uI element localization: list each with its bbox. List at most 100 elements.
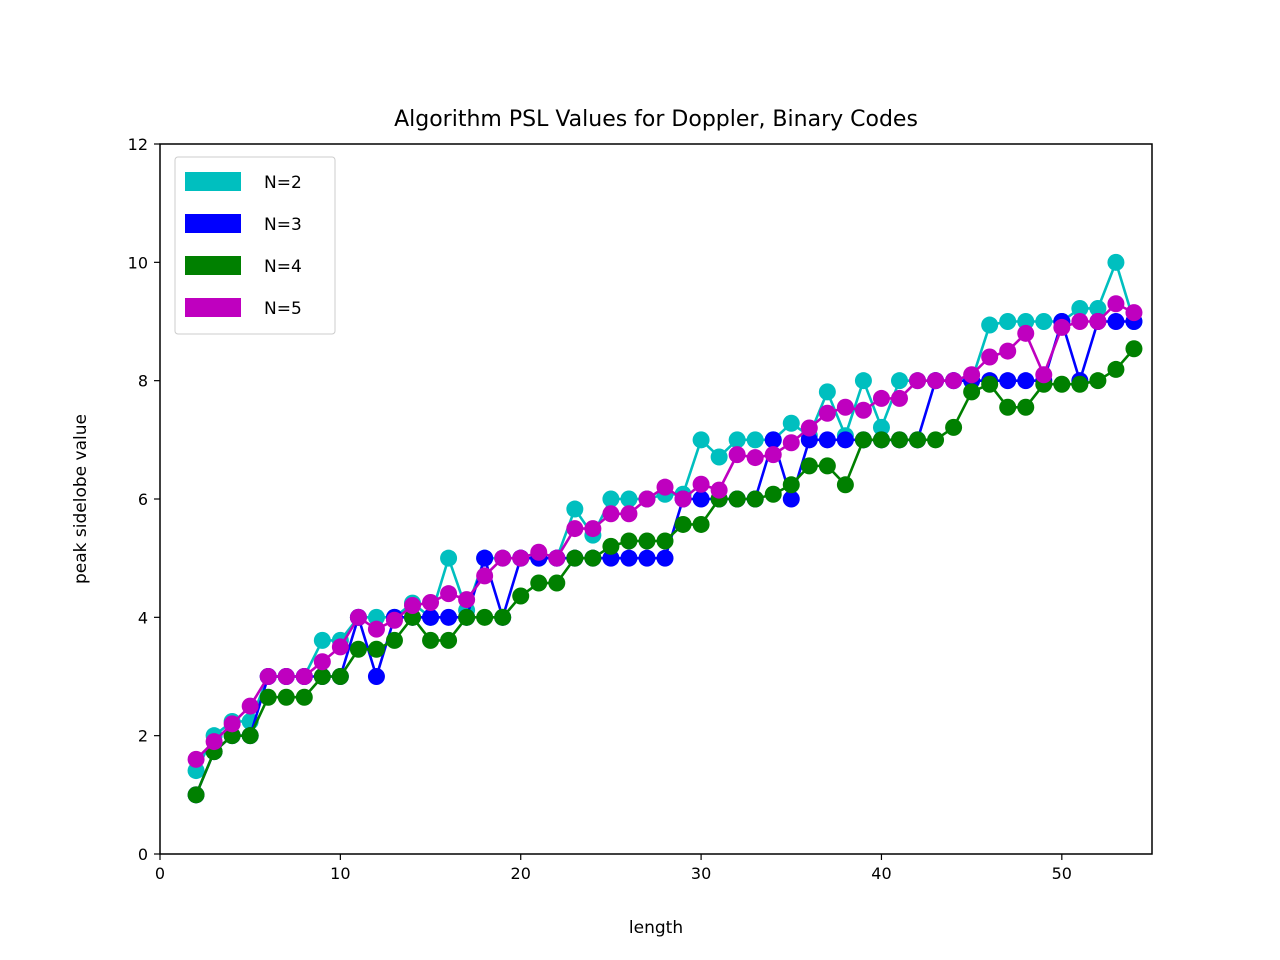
y-axis-label: peak sidelobe value bbox=[71, 414, 91, 584]
data-point-n-4 bbox=[584, 549, 602, 567]
data-point-n-4 bbox=[566, 549, 584, 567]
data-point-n-5 bbox=[440, 585, 458, 603]
data-point-n-4 bbox=[1089, 372, 1107, 390]
y-axis: 0 2 4 6 8 10 12 bbox=[128, 135, 160, 864]
data-point-n-4 bbox=[854, 431, 872, 449]
x-axis: 0 10 20 30 40 50 bbox=[155, 854, 1072, 883]
data-point-n-5 bbox=[205, 733, 223, 751]
data-point-n-5 bbox=[494, 549, 512, 567]
data-point-n-5 bbox=[963, 366, 981, 384]
data-point-n-4 bbox=[872, 431, 890, 449]
series-n-5 bbox=[187, 295, 1143, 768]
data-point-n-5 bbox=[584, 520, 602, 538]
data-point-n-5 bbox=[728, 446, 746, 464]
data-point-n-4 bbox=[1017, 398, 1035, 416]
data-point-n-4 bbox=[818, 457, 836, 475]
x-tick-label: 10 bbox=[330, 864, 350, 883]
data-point-n-4 bbox=[620, 532, 638, 550]
x-axis-label: length bbox=[629, 918, 683, 938]
data-point-n-5 bbox=[890, 389, 908, 407]
data-point-n-2 bbox=[1071, 299, 1089, 317]
data-point-n-4 bbox=[476, 608, 494, 626]
data-point-n-4 bbox=[494, 608, 512, 626]
data-point-n-4 bbox=[674, 515, 692, 533]
data-point-n-5 bbox=[295, 668, 313, 685]
data-point-n-3 bbox=[764, 431, 782, 449]
data-point-n-5 bbox=[548, 549, 566, 567]
data-point-n-5 bbox=[512, 549, 530, 567]
data-point-n-2 bbox=[890, 372, 908, 390]
data-point-n-5 bbox=[945, 372, 963, 390]
data-point-n-3 bbox=[818, 431, 836, 449]
legend-label: N=4 bbox=[264, 257, 302, 277]
data-point-n-5 bbox=[692, 475, 710, 493]
data-point-n-5 bbox=[674, 490, 692, 508]
data-point-n-5 bbox=[476, 567, 494, 585]
data-point-n-4 bbox=[331, 668, 349, 685]
data-point-n-3 bbox=[638, 549, 656, 567]
data-point-n-5 bbox=[530, 543, 548, 561]
data-point-n-3 bbox=[367, 668, 385, 685]
legend: N=2 N=3 N=4 N=5 bbox=[174, 156, 336, 335]
data-point-n-2 bbox=[1035, 313, 1053, 330]
data-point-n-5 bbox=[1107, 295, 1125, 313]
chart-title: Algorithm PSL Values for Doppler, Binary… bbox=[394, 107, 918, 132]
data-point-n-4 bbox=[512, 587, 530, 605]
data-point-n-4 bbox=[440, 631, 458, 649]
data-point-n-5 bbox=[620, 505, 638, 523]
x-tick-label: 50 bbox=[1052, 864, 1072, 883]
data-point-n-4 bbox=[1125, 340, 1143, 358]
data-point-n-4 bbox=[1071, 375, 1089, 393]
data-point-n-5 bbox=[656, 478, 674, 496]
data-point-n-4 bbox=[404, 608, 422, 626]
data-point-n-5 bbox=[1053, 318, 1071, 336]
data-point-n-4 bbox=[638, 532, 656, 550]
data-point-n-2 bbox=[1017, 313, 1035, 330]
plot-series bbox=[187, 253, 1143, 804]
data-point-n-4 bbox=[890, 431, 908, 449]
data-point-n-5 bbox=[566, 520, 584, 538]
legend-item-n-5: N=5 bbox=[185, 298, 302, 319]
data-point-n-4 bbox=[1107, 360, 1125, 378]
data-point-n-5 bbox=[638, 490, 656, 508]
data-point-n-5 bbox=[854, 401, 872, 419]
data-point-n-5 bbox=[782, 434, 800, 452]
data-point-n-5 bbox=[1071, 313, 1089, 330]
data-point-n-5 bbox=[981, 348, 999, 366]
data-point-n-4 bbox=[530, 574, 548, 592]
y-tick-label: 6 bbox=[138, 490, 148, 509]
data-point-n-4 bbox=[800, 457, 818, 475]
data-point-n-2 bbox=[620, 490, 638, 508]
data-point-n-5 bbox=[458, 591, 476, 609]
data-point-n-5 bbox=[602, 505, 620, 523]
data-point-n-3 bbox=[440, 608, 458, 626]
data-point-n-5 bbox=[1017, 324, 1035, 342]
data-point-n-5 bbox=[764, 446, 782, 464]
data-point-n-5 bbox=[818, 404, 836, 422]
x-tick-label: 40 bbox=[871, 864, 891, 883]
legend-swatch bbox=[185, 214, 241, 233]
data-point-n-5 bbox=[872, 389, 890, 407]
data-point-n-2 bbox=[602, 490, 620, 508]
data-point-n-2 bbox=[999, 313, 1017, 330]
data-point-n-2 bbox=[710, 448, 728, 466]
data-point-n-5 bbox=[710, 481, 728, 499]
data-point-n-3 bbox=[836, 431, 854, 449]
data-point-n-3 bbox=[602, 549, 620, 567]
y-tick-label: 8 bbox=[138, 372, 148, 391]
data-point-n-5 bbox=[259, 668, 277, 685]
data-point-n-2 bbox=[818, 383, 836, 401]
legend-item-n-2: N=2 bbox=[185, 172, 302, 193]
data-point-n-4 bbox=[656, 532, 674, 550]
data-point-n-5 bbox=[187, 750, 205, 768]
data-point-n-3 bbox=[692, 490, 710, 508]
legend-frame bbox=[174, 156, 336, 335]
data-point-n-5 bbox=[1035, 366, 1053, 384]
data-point-n-4 bbox=[187, 786, 205, 804]
data-point-n-2 bbox=[367, 608, 385, 626]
data-point-n-2 bbox=[782, 414, 800, 432]
data-point-n-4 bbox=[259, 688, 277, 706]
data-point-n-4 bbox=[746, 490, 764, 508]
data-point-n-2 bbox=[728, 431, 746, 449]
legend-label: N=3 bbox=[264, 215, 302, 235]
